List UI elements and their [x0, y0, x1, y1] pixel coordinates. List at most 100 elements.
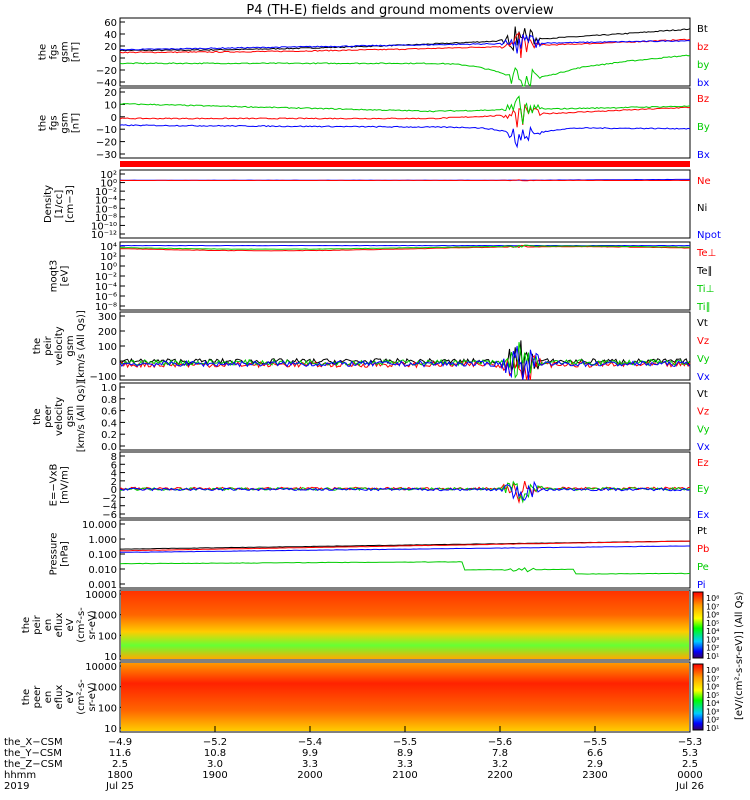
series-Te [119, 244, 691, 252]
y-label-line: en [43, 691, 54, 704]
legend-Bt: Bt [697, 24, 708, 35]
y-label-line: sr-eV) [87, 610, 98, 639]
legend-Vx: Vx [697, 442, 710, 453]
colorbar-tick-label: 10⁴ [706, 699, 719, 708]
series-bz [119, 31, 691, 59]
y-tick-label: 0.100 [88, 550, 117, 561]
panel-frame [119, 311, 691, 381]
y-tick-label: 10⁻¹⁰ [91, 221, 117, 232]
y-label-line: (cm²-s- [76, 607, 87, 643]
panel-frame [119, 589, 691, 661]
legend-Npot: Npot [697, 230, 721, 241]
y-tick-label: 10⁻⁸ [95, 302, 117, 313]
y-tick-label: −30 [96, 150, 117, 161]
legend-Pt: Pt [697, 526, 707, 537]
chart-title: P4 (TH-E) fields and ground moments over… [246, 3, 554, 18]
legend-Ti∥: Ti∥ [696, 302, 711, 313]
y-label-line: gsm [60, 41, 71, 62]
legend-Vz: Vz [697, 407, 709, 418]
legend-Vt: Vt [697, 318, 708, 329]
x-tick-label: 2.5 [682, 759, 698, 770]
y-label-line: the [21, 617, 32, 633]
y-tick-label: 0.001 [88, 580, 117, 591]
y-tick-label: 1.0 [101, 383, 117, 394]
y-tick-label: 10⁰ [100, 262, 117, 273]
y-tick-label: 100 [98, 703, 117, 714]
y-label-line: the [21, 689, 32, 705]
colorbar-tick-label: 10⁸ [706, 666, 719, 675]
legend-Ne: Ne [697, 176, 711, 187]
y-tick-label: 40 [104, 30, 117, 41]
y-label-line: eV [65, 618, 76, 631]
colorbar-tick-label: 10⁸ [706, 594, 719, 603]
y-tick-label: 10 [104, 652, 117, 663]
y-axis-label: the peer velocity gsm [km/s (All Qs)] [32, 381, 87, 453]
y-label-line: sr-eV) [87, 682, 98, 711]
y-label-line: fgs [49, 115, 60, 130]
x-tick-label: 2200 [487, 770, 512, 781]
y-tick-label: 8 [111, 452, 117, 463]
y-label-line: peer [43, 404, 54, 428]
panel-frame [119, 17, 691, 87]
colorbar-tick-label: 10² [706, 716, 719, 725]
y-tick-label: 10000 [85, 662, 117, 673]
y-label-line: [km/s (All Qs)] [76, 310, 87, 382]
y-tick-label: 6 [111, 460, 117, 471]
y-axis-label: moqt3 [eV] [49, 260, 71, 293]
colorbar-tick-label: 10⁵ [706, 691, 719, 700]
colorbar-tick-label: 10⁴ [706, 627, 719, 636]
panel-peer-eflux: 10000 1000 100 10 the peer en eflux eV (cm²-s-sr-… [21, 661, 719, 735]
y-label-line: velocity [54, 397, 65, 436]
legend-Vx: Vx [697, 372, 710, 383]
series-Ex [119, 480, 691, 501]
y-tick-label: −100 [90, 372, 117, 383]
legend-Ti⊥: Ti⊥ [696, 284, 714, 295]
y-tick-label: 10² [100, 252, 117, 263]
x-tick-label: 3.0 [207, 759, 223, 770]
y-tick-label: 0 [111, 113, 117, 124]
x-row-label: hhmm [4, 770, 36, 781]
x-tick-label: −5.3 [678, 737, 702, 748]
colorbar-tick-label: 10² [706, 644, 719, 653]
y-tick-label: 0.8 [101, 395, 117, 406]
colorbar-label-group: [eV/(cm²-s-sr-eV)] (All Qs) [734, 591, 745, 720]
series-Bt [119, 26, 691, 52]
x-tick-label: −5.6 [488, 737, 512, 748]
y-tick-label: 100 [98, 631, 117, 642]
panel-frame [119, 519, 691, 589]
y-tick-label: −4 [102, 502, 117, 513]
x-row-label: 2019 [4, 781, 29, 792]
heatmap-area [121, 591, 689, 659]
x-tick-label: 11.6 [109, 748, 131, 759]
y-label-line: [eV] [60, 266, 71, 287]
y-tick-label: 20 [104, 42, 117, 53]
y-axis-label: E=−VxB [mV/m] [49, 464, 71, 507]
y-tick-label: 10⁰ [100, 179, 117, 190]
x-tick-label: 1900 [202, 770, 227, 781]
panel-frame [119, 382, 691, 451]
series-Pb [120, 540, 691, 552]
y-tick-label: 1000 [92, 611, 117, 622]
y-tick-label: 0.010 [88, 565, 117, 576]
series-bx [120, 34, 691, 54]
x-tick-label: 6.6 [587, 748, 603, 759]
colorbar-tick-label: 10¹ [706, 724, 719, 733]
y-tick-label: 1.000 [88, 535, 117, 546]
heatmap-area [121, 663, 689, 731]
y-label-line: [km/s (All Qs)] [76, 381, 87, 453]
y-tick-label: 0.0 [101, 442, 117, 453]
legend-Pi: Pi [697, 580, 706, 591]
colorbar [692, 591, 704, 659]
y-label-line: eflux [54, 685, 65, 710]
y-label-line: the [32, 338, 43, 354]
x-tick-label: 2.9 [587, 759, 603, 770]
series-Pe [119, 561, 691, 575]
y-label-line: [mV/m] [60, 466, 71, 504]
y-label-line: velocity [54, 326, 65, 365]
y-label-line: [1/cc] [54, 190, 65, 219]
y-label-line: Pressure [49, 533, 60, 576]
